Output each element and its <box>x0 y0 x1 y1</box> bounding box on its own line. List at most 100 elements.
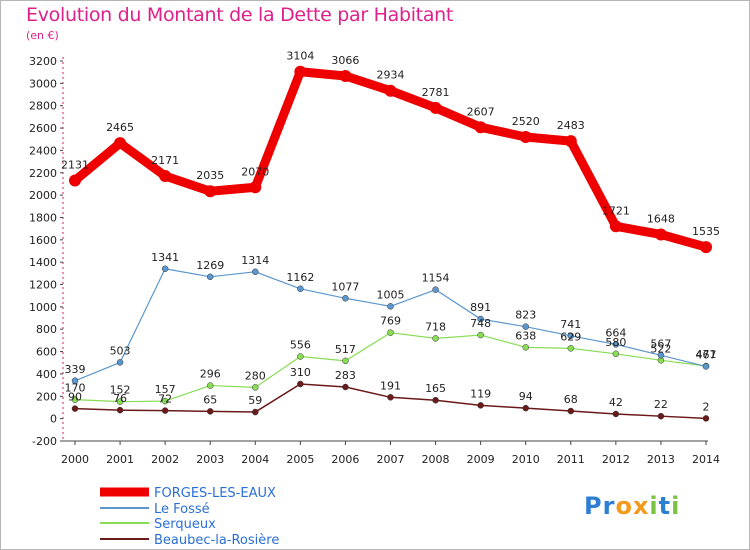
x-tick-label: 2001 <box>106 453 134 466</box>
chart-subtitle: (en €) <box>26 29 59 42</box>
x-tick-label: 2003 <box>196 453 224 466</box>
x-tick-label: 2002 <box>151 453 179 466</box>
data-label: 2171 <box>151 154 179 167</box>
data-point <box>519 131 532 143</box>
legend-swatch <box>100 487 149 497</box>
data-point <box>114 137 127 150</box>
y-tick-label: 0 <box>50 413 57 426</box>
data-label: 718 <box>425 320 446 333</box>
data-label: 310 <box>290 366 311 379</box>
x-tick-label: 2000 <box>61 453 89 466</box>
data-point <box>297 380 304 388</box>
data-point <box>609 220 622 233</box>
data-point <box>387 303 394 310</box>
data-label: 3066 <box>331 54 359 67</box>
data-point <box>71 396 79 403</box>
x-tick-label: 2012 <box>602 453 630 466</box>
y-tick-label: 600 <box>36 346 57 359</box>
data-point <box>522 323 529 330</box>
data-point <box>477 402 484 409</box>
data-point <box>342 357 349 365</box>
data-point <box>522 344 529 351</box>
data-point <box>116 398 124 405</box>
x-tick-label: 2006 <box>331 453 359 466</box>
data-point <box>297 285 304 293</box>
data-label: 1154 <box>422 272 450 285</box>
x-tick-label: 2011 <box>557 453 585 466</box>
legend-label: Le Fossé <box>154 502 210 517</box>
data-label: 2465 <box>106 121 134 134</box>
data-point <box>342 295 349 302</box>
data-point <box>657 412 665 420</box>
data-point <box>159 170 172 183</box>
y-tick-label: 3000 <box>29 77 57 90</box>
data-point <box>612 341 620 348</box>
y-tick-label: 3200 <box>29 55 57 68</box>
x-tick-label: 2014 <box>692 453 720 466</box>
data-point <box>702 415 710 422</box>
y-tick-label: 200 <box>36 390 57 403</box>
data-point <box>387 394 394 401</box>
data-point <box>297 353 304 360</box>
data-point <box>116 359 124 366</box>
data-point <box>567 407 575 415</box>
series-layer <box>69 65 712 422</box>
y-tick-label: 1600 <box>29 234 57 247</box>
y-tick-label: 2200 <box>29 167 57 180</box>
legend-label: FORGES-LES-EAUX <box>154 486 276 501</box>
data-label: 748 <box>470 317 491 330</box>
data-label: 1314 <box>241 254 269 267</box>
data-label: 1077 <box>331 280 359 293</box>
data-label: 2520 <box>512 115 540 128</box>
data-label: 339 <box>65 363 86 376</box>
data-label: 2607 <box>467 105 495 118</box>
axes: -200 0 200 400 600 800 1000 1200 1400 1600 1800 200… <box>29 55 720 466</box>
data-label: 1535 <box>692 225 720 238</box>
data-label: 1648 <box>647 212 675 225</box>
data-point <box>522 404 529 412</box>
data-label: 769 <box>380 315 401 328</box>
data-label: 891 <box>470 301 491 314</box>
data-label: 471 <box>696 348 717 361</box>
data-label: 2070 <box>241 165 269 178</box>
data-label: 517 <box>335 343 356 356</box>
data-point <box>161 397 169 405</box>
data-label: 556 <box>290 339 311 352</box>
data-point <box>432 335 439 342</box>
data-point <box>564 135 577 148</box>
data-label: 638 <box>515 329 536 342</box>
data-label: 65 <box>203 393 217 406</box>
y-tick-label: 1400 <box>29 256 57 269</box>
data-label: 3104 <box>286 50 314 63</box>
proxiti-logo: Proxiti <box>584 492 681 520</box>
legend-swatch <box>100 507 149 509</box>
data-point <box>700 241 712 254</box>
y-tick-label: 2800 <box>29 100 57 113</box>
data-label: 522 <box>650 342 671 355</box>
data-point <box>161 265 169 273</box>
data-point <box>432 396 439 404</box>
data-label: 629 <box>560 330 581 343</box>
x-tick-label: 2009 <box>467 453 495 466</box>
data-point <box>71 405 79 412</box>
data-point <box>387 329 394 336</box>
data-label: 741 <box>560 318 581 331</box>
x-tick-label: 2008 <box>422 453 450 466</box>
x-tick-label: 2007 <box>377 453 405 466</box>
y-tick-label: 2600 <box>29 122 57 135</box>
y-tick-label: 1000 <box>29 301 57 314</box>
data-point <box>206 408 214 415</box>
data-label: 90 <box>68 391 82 404</box>
legend-label: Serqueux <box>154 517 216 532</box>
data-label: 823 <box>515 309 536 322</box>
data-point <box>206 273 214 281</box>
data-point <box>477 315 484 323</box>
data-point <box>567 332 575 340</box>
data-label: 2934 <box>377 69 405 82</box>
data-label: 2483 <box>557 119 585 132</box>
data-label: 157 <box>155 383 176 396</box>
data-point <box>477 331 484 339</box>
data-label: 1721 <box>602 204 630 217</box>
